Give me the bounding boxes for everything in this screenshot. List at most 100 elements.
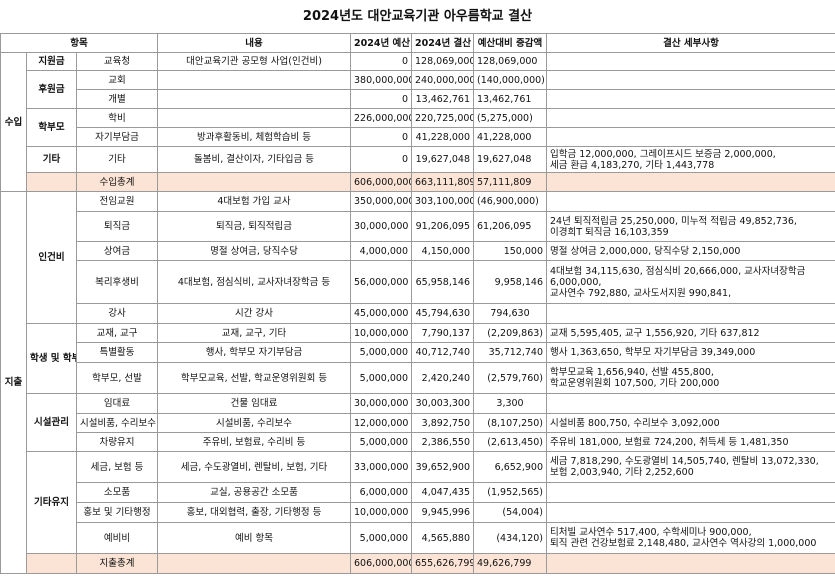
row-content: 방과후활동비, 체험학습비 등 xyxy=(157,127,352,147)
row-content: 시설비품, 수리보수 xyxy=(157,413,352,433)
table-row: 예비비 예비 항목 5,000,000 4,565,880 (434,120) … xyxy=(1,522,835,554)
row-content: 4대보험 가입 교사 xyxy=(157,191,352,212)
row-diff: 13,462,761 xyxy=(473,89,548,109)
row-settlement: 7,790,137 xyxy=(411,323,475,343)
detail-line: 세금 환급 4,183,270, 기타 1,443,778 xyxy=(550,159,715,171)
row-settlement: 4,565,880 xyxy=(411,522,475,554)
row-budget: 30,000,000 xyxy=(350,211,413,242)
row-budget: 12,000,000 xyxy=(350,413,413,433)
row-detail: 주유비 181,000, 보험료 724,200, 취득세 등 1,481,35… xyxy=(546,432,835,452)
row-content xyxy=(157,89,352,109)
detail-line: 6,000,000, xyxy=(550,276,602,288)
row-budget: 5,000,000 xyxy=(350,342,413,363)
row-settlement: 19,627,048 xyxy=(411,146,475,173)
row-content: 세금, 수도광열비, 렌탈비, 보험, 기타 xyxy=(157,451,352,483)
row-budget: 0 xyxy=(350,52,413,71)
table-row: 홍보 및 기타행정 홍보, 대외협력, 출장, 기타행정 등 10,000,00… xyxy=(1,502,835,523)
group-sponsorship: 후원금 xyxy=(26,70,77,109)
detail-line: 세금 7,818,290, 수도광열비 14,505,740, 렌탈비 13,0… xyxy=(550,456,819,467)
table-row: 시설비품, 수리보수 시설비품, 수리보수 12,000,000 3,892,7… xyxy=(1,413,835,433)
row-content: 시간 강사 xyxy=(157,303,352,324)
group-student: 학생 및 학부모 xyxy=(26,323,77,394)
row-budget: 350,000,000 xyxy=(350,191,413,212)
row-detail: 교재 5,595,405, 교구 1,556,920, 기타 637,812 xyxy=(546,323,835,343)
row-content: 대안교육기관 공모형 사업(인건비) xyxy=(157,52,352,71)
detail-line: 학교운영위원회 107,500, 기타 200,000 xyxy=(550,378,720,389)
row-sub: 강사 xyxy=(75,303,159,324)
table-row: 수입총계 606,000,000 663,111,809 57,111,809 xyxy=(1,172,835,192)
row-budget: 10,000,000 xyxy=(350,502,413,523)
row-sub: 학부모, 선발 xyxy=(75,362,159,394)
row-budget: 0 xyxy=(350,146,413,173)
group-subsidy: 지원금 xyxy=(26,52,77,71)
row-sub: 시설비품, 수리보수 xyxy=(75,413,159,433)
header-detail: 결산 세부사항 xyxy=(546,33,835,53)
row-sub: 퇴직금 xyxy=(75,211,159,242)
row-detail xyxy=(546,502,835,523)
table-row: 학부모, 선발 학부모교육, 선발, 학교운영위원회 등 5,000,000 2… xyxy=(1,362,835,394)
row-content: 예비 항목 xyxy=(157,522,352,554)
row-sub: 예비비 xyxy=(75,522,159,554)
header-settlement: 2024년 결산 xyxy=(411,33,475,53)
row-diff: (46,900,000) xyxy=(473,191,548,212)
row-settlement: 39,652,900 xyxy=(411,451,475,483)
row-diff: (1,952,565) xyxy=(473,482,548,503)
sheet-title: 2024년도 대안교육기관 아우름학교 결산 xyxy=(302,9,533,24)
row-sub: 상여금 xyxy=(75,241,159,261)
row-sub: 복리후생비 xyxy=(75,260,159,304)
row-budget: 4,000,000 xyxy=(350,241,413,261)
row-settlement: 65,958,146 xyxy=(411,260,475,304)
row-sub: 지출총계 xyxy=(75,553,159,574)
row-sub: 기타 xyxy=(75,146,159,173)
row-settlement: 663,111,809 xyxy=(411,172,475,192)
row-diff: 3,300 xyxy=(473,393,548,414)
header-diff: 예산대비 증감액 xyxy=(473,33,548,53)
group-personnel: 인건비 xyxy=(26,191,77,324)
row-diff: 794,630 xyxy=(473,303,548,324)
row-settlement: 9,945,996 xyxy=(411,502,475,523)
table-row: 퇴직금 퇴직금, 퇴직적립금 30,000,000 91,206,095 61,… xyxy=(1,211,835,242)
row-diff: (54,004) xyxy=(473,502,548,523)
table-row: 소모품 교실, 공용공간 소모품 6,000,000 4,047,435 (1,… xyxy=(1,482,835,503)
row-sub: 차량유지 xyxy=(75,432,159,452)
row-sub: 교회 xyxy=(75,70,159,90)
detail-line: 이경희T 퇴직금 16,103,359 xyxy=(550,226,669,238)
table-row: 기타 기타 돌봄비, 결산이자, 기타입금 등 0 19,627,048 19,… xyxy=(1,146,835,173)
detail-line: 24년 퇴직적립금 25,250,000, 미누적 적립금 49,852,736… xyxy=(550,215,797,227)
row-content: 퇴직금, 퇴직적립금 xyxy=(157,211,352,242)
row-budget: 5,000,000 xyxy=(350,522,413,554)
section-income: 수입 xyxy=(0,52,27,192)
header-budget: 2024년 예산 xyxy=(350,33,413,53)
row-diff: 128,069,000 xyxy=(473,52,548,71)
table-row: 수입 지원금 교육청 대안교육기관 공모형 사업(인건비) 0 128,069,… xyxy=(0,52,835,192)
table-row: 시설관리 임대료 건물 임대료 30,000,000 30,003,300 3,… xyxy=(1,393,835,452)
row-settlement: 220,725,000 xyxy=(411,108,475,128)
group-facility: 시설관리 xyxy=(26,393,77,452)
row-detail xyxy=(546,482,835,503)
row-detail: 학부모교육 1,656,940, 선발 455,800, 학교운영위원회 107,… xyxy=(546,362,835,394)
row-budget: 226,000,000 xyxy=(350,108,413,128)
row-content xyxy=(157,108,352,128)
row-diff: 6,652,900 xyxy=(473,451,548,483)
table-row: 지출 인건비 전임교원 4대보험 가입 교사 350,000,000 303,1… xyxy=(0,191,835,574)
row-budget: 380,000,000 xyxy=(350,70,413,90)
detail-line: 퇴직 관련 건강보험료 2,148,480, 교사연수 역사강의 1,000,0… xyxy=(550,538,817,549)
row-settlement: 91,206,095 xyxy=(411,211,475,242)
row-sub: 자기부담금 xyxy=(75,127,159,147)
table-row: 강사 시간 강사 45,000,000 45,794,630 794,630 xyxy=(1,303,835,324)
row-diff: 57,111,809 xyxy=(473,172,548,192)
row-sub: 세금, 보험 등 xyxy=(75,451,159,483)
row-sub: 임대료 xyxy=(75,393,159,414)
row-content: 교실, 공용공간 소모품 xyxy=(157,482,352,503)
row-sub: 전임교원 xyxy=(75,191,159,212)
detail-line: 입학금 12,000,000, 그레이프시드 보증금 2,000,000, xyxy=(550,148,776,160)
row-detail xyxy=(546,127,835,147)
table-row: 후원금 교회 380,000,000 240,000,000 (140,000,… xyxy=(1,70,835,109)
row-diff: (8,107,250) xyxy=(473,413,548,433)
detail-line: 보험 2,003,940, 기타 2,252,600 xyxy=(550,467,694,478)
row-detail xyxy=(546,89,835,109)
row-detail: 명절 상여금 2,000,000, 당직수당 2,150,000 xyxy=(546,241,835,261)
row-settlement: 13,462,761 xyxy=(411,89,475,109)
row-content: 명절 상여금, 당직수당 xyxy=(157,241,352,261)
